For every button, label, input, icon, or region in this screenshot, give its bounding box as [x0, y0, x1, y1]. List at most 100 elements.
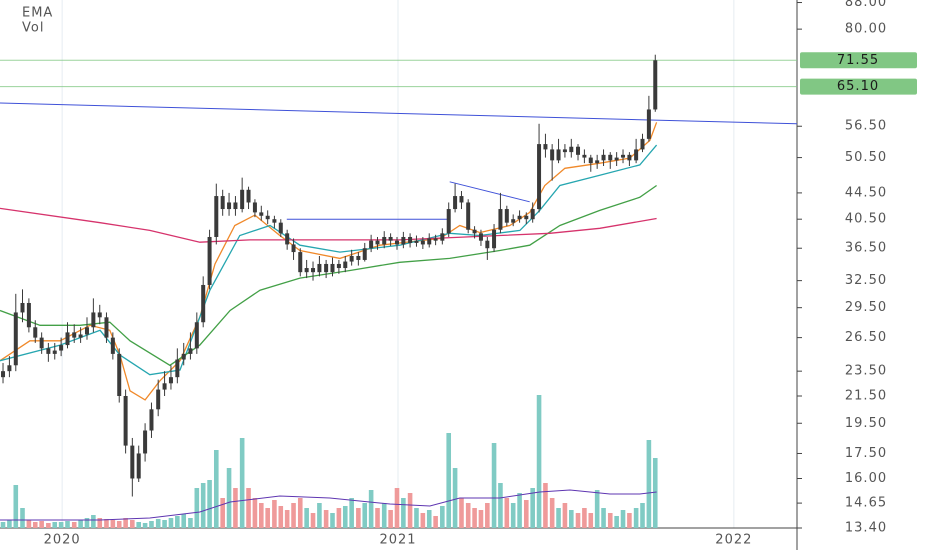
volume-bar: [0, 522, 6, 528]
volume-bar: [246, 488, 251, 528]
volume-bar: [181, 514, 187, 528]
volume-bar: [485, 503, 490, 528]
candle-body: [65, 332, 70, 346]
volume-bar: [65, 521, 70, 528]
candle-body: [240, 189, 245, 210]
y-tick-label: 19.50: [845, 416, 887, 431]
volume-bar: [440, 506, 445, 528]
volume-bar: [549, 498, 555, 528]
volume-bar: [220, 498, 225, 528]
candle-body: [272, 219, 277, 223]
volume-bar: [272, 500, 277, 528]
volume-bar: [39, 521, 44, 528]
y-tick-label: 36.50: [845, 241, 887, 256]
candle-body: [349, 255, 354, 262]
volume-bar: [226, 468, 232, 528]
volume-bar: [640, 503, 645, 528]
volume-bar: [297, 498, 303, 528]
candle-body: [382, 236, 387, 245]
volume-bar: [601, 508, 606, 528]
volume-bar: [472, 508, 477, 528]
candle-body: [123, 395, 128, 446]
volume-bar: [252, 498, 258, 528]
candle-body: [227, 202, 232, 210]
volume-bar: [433, 516, 438, 528]
candle-body: [446, 209, 451, 234]
candle-body: [46, 348, 51, 354]
volume-bar: [175, 516, 180, 528]
y-tick-label: 50.50: [845, 150, 887, 165]
volume-bar: [582, 508, 587, 528]
volume-bar: [323, 510, 329, 528]
candle-body: [233, 202, 238, 210]
volume-bar: [562, 503, 568, 528]
candle-body: [304, 268, 309, 273]
candle-body: [582, 154, 587, 158]
candle-body: [369, 240, 374, 249]
volume-bar: [575, 513, 581, 528]
volume-bar: [52, 522, 58, 528]
volume-bar: [142, 523, 148, 528]
volume-bar: [110, 520, 116, 528]
candle-body: [459, 196, 464, 203]
candle-body: [52, 350, 57, 354]
volume-bar: [259, 503, 264, 528]
volume-bar: [342, 506, 348, 528]
candle-body: [265, 215, 270, 220]
ema-line: [0, 144, 658, 376]
candle-body: [97, 312, 102, 318]
y-tick-label: 56.50: [845, 119, 887, 134]
volume-bar: [452, 468, 458, 528]
candle-body: [201, 284, 206, 323]
candle-body: [278, 222, 283, 234]
y-tick-label: 32.50: [845, 273, 887, 288]
volume-bar: [91, 515, 96, 528]
volume-bar: [446, 433, 452, 528]
volume-bar: [7, 520, 12, 528]
candle-body: [595, 160, 600, 164]
volume-bar: [278, 506, 284, 528]
candle-body: [634, 149, 639, 161]
volume-bar: [239, 438, 245, 528]
volume-bar: [368, 490, 374, 528]
volume-bar: [13, 485, 19, 528]
candle-body: [588, 157, 593, 164]
candle-body: [543, 144, 548, 150]
candle-body: [285, 233, 290, 245]
candle-body: [466, 202, 471, 230]
candle-body: [181, 353, 186, 360]
candle-body: [530, 209, 535, 220]
candle-body: [214, 196, 219, 237]
candle-body: [343, 261, 348, 269]
volume-bar: [46, 523, 51, 528]
candle-body: [453, 196, 458, 210]
volume-bar: [394, 488, 400, 528]
candle-body: [401, 236, 406, 245]
volume-bar: [200, 483, 206, 528]
candle-body: [562, 149, 567, 153]
candle-body: [478, 233, 483, 241]
volume-bar: [130, 520, 135, 528]
candle-body: [550, 149, 555, 161]
volume-bar: [407, 493, 413, 528]
volume-bar: [349, 498, 354, 528]
candle-body: [433, 238, 438, 241]
candle-body: [130, 445, 135, 479]
volume-bar: [116, 521, 122, 528]
y-tick-label: 26.50: [845, 330, 887, 345]
candle-body: [440, 233, 445, 241]
volume-bar: [588, 513, 594, 528]
y-tick-label: 23.50: [845, 364, 887, 379]
volume-bar: [97, 518, 103, 528]
candle-body: [188, 348, 193, 354]
candle-body: [246, 189, 251, 203]
candle-body: [33, 327, 38, 338]
candle-body: [640, 138, 645, 150]
candle-body: [7, 365, 12, 372]
candle-body: [194, 322, 199, 349]
candle-body: [498, 209, 503, 230]
candle-body: [537, 144, 542, 210]
candle-body: [162, 383, 167, 390]
candle-body: [362, 248, 367, 260]
